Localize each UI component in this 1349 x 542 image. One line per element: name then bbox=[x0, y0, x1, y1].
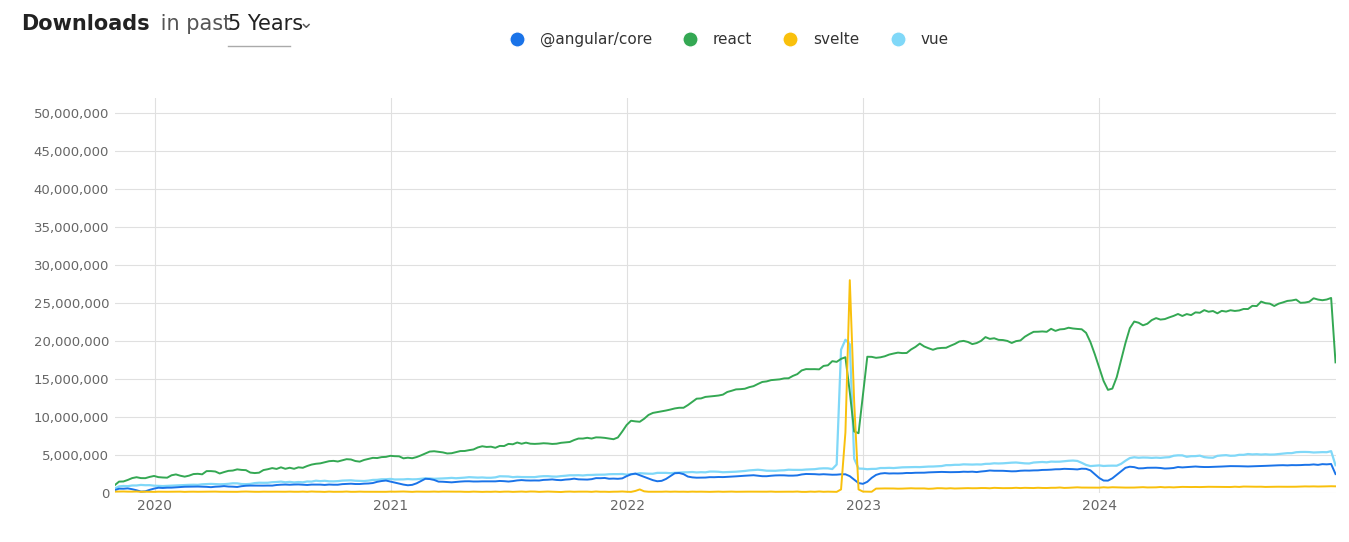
Text: ⌄: ⌄ bbox=[293, 14, 313, 31]
Text: 5 Years: 5 Years bbox=[228, 14, 304, 34]
Legend: @angular/core, react, svelte, vue: @angular/core, react, svelte, vue bbox=[495, 26, 955, 54]
Text: Downloads: Downloads bbox=[22, 14, 150, 34]
Text: in past: in past bbox=[154, 14, 244, 34]
